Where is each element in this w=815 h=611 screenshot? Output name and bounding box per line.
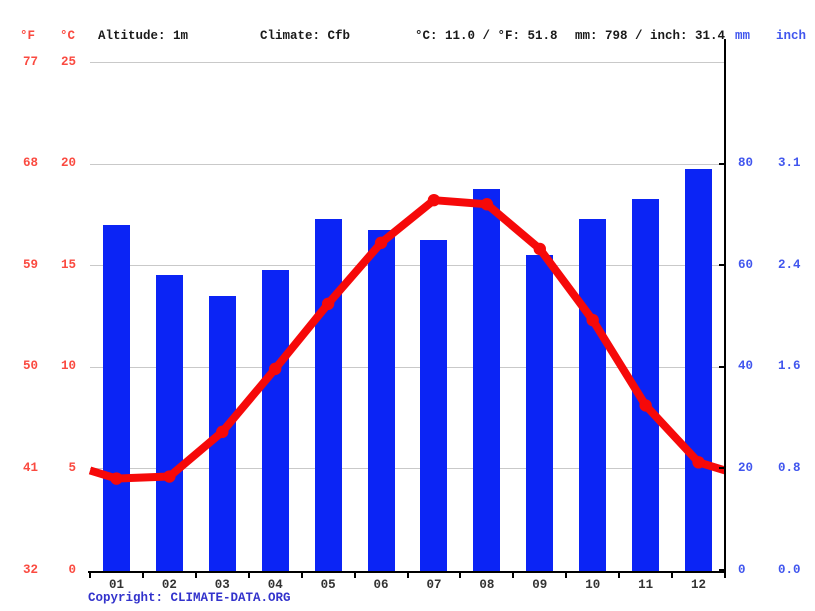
- precip-bar-10: [579, 219, 607, 571]
- c-tick-label: 25: [60, 54, 76, 69]
- temperature-polyline: [88, 196, 727, 483]
- precip-bar-11: [632, 199, 660, 571]
- total-precipitation-text: mm: 798 / inch: 31.4: [575, 29, 726, 43]
- gridline: [90, 163, 725, 165]
- f-tick-label: 77: [22, 54, 38, 69]
- x-axis-tick: [247, 571, 250, 578]
- fahrenheit-axis-title: °F: [20, 29, 36, 43]
- x-axis-tick: [459, 571, 462, 578]
- celsius-axis-title: °C: [60, 29, 76, 43]
- temperature-point-07: [427, 193, 441, 207]
- precip-bar-01: [102, 224, 130, 571]
- month-label-03: 03: [214, 578, 230, 592]
- right-y-axis-line: [724, 39, 726, 573]
- precip-bar-02: [155, 275, 183, 571]
- mm-tick-label: 60: [738, 257, 754, 272]
- inch-axis-title: inch: [776, 29, 807, 43]
- month-label-02: 02: [161, 578, 177, 592]
- inch-tick-label: 0.0: [778, 562, 801, 577]
- right-axis-tick: [719, 365, 725, 368]
- f-tick-label: 50: [22, 359, 38, 374]
- x-axis-tick: [512, 571, 515, 578]
- x-axis-tick: [671, 571, 674, 578]
- temperature-point-09: [533, 242, 546, 256]
- f-tick-label: 41: [22, 460, 38, 475]
- month-label-06: 06: [373, 578, 389, 592]
- month-label-12: 12: [691, 578, 707, 592]
- month-label-01: 01: [108, 578, 124, 592]
- c-tick-label: 0: [68, 562, 76, 577]
- x-axis-tick: [565, 571, 568, 578]
- c-tick-label: 15: [60, 257, 76, 272]
- gridline: [90, 468, 725, 470]
- precip-bar-09: [526, 255, 554, 571]
- month-label-09: 09: [532, 578, 548, 592]
- f-tick-label: 32: [22, 562, 38, 577]
- right-axis-tick: [719, 264, 725, 267]
- inch-tick-label: 1.6: [778, 359, 801, 374]
- precip-bar-04: [261, 270, 289, 571]
- inch-tick-label: 2.4: [778, 257, 801, 272]
- f-tick-label: 59: [22, 257, 38, 272]
- x-axis-tick: [89, 571, 91, 578]
- precip-bar-05: [314, 219, 342, 571]
- x-axis-tick: [353, 571, 356, 578]
- mean-temperature-text: °C: 11.0 / °F: 51.8: [415, 29, 558, 43]
- x-axis-tick: [406, 571, 409, 578]
- month-label-04: 04: [267, 578, 283, 592]
- mm-tick-label: 20: [738, 460, 754, 475]
- altitude-text: Altitude: 1m: [98, 29, 189, 43]
- x-axis-tick: [300, 571, 303, 578]
- precip-bar-12: [685, 168, 713, 571]
- month-label-07: 07: [426, 578, 442, 592]
- f-tick-label: 68: [22, 156, 38, 171]
- right-axis-tick: [719, 467, 725, 470]
- mm-tick-label: 40: [738, 359, 754, 374]
- month-label-05: 05: [320, 578, 336, 592]
- mm-tick-label: 0: [738, 562, 746, 577]
- mm-axis-title: mm: [735, 29, 751, 43]
- c-tick-label: 20: [60, 156, 76, 171]
- x-axis-tick: [141, 571, 144, 578]
- precip-bar-08: [473, 189, 501, 571]
- x-axis-tick: [194, 571, 197, 578]
- precip-bar-06: [367, 229, 395, 571]
- gridline: [90, 62, 725, 63]
- x-axis-tick: [618, 571, 621, 578]
- inch-tick-label: 3.1: [778, 156, 801, 171]
- c-tick-label: 10: [60, 359, 76, 374]
- climate-classification-text: Climate: Cfb: [260, 29, 351, 43]
- month-label-08: 08: [479, 578, 495, 592]
- mm-tick-label: 80: [738, 156, 754, 171]
- precip-bar-03: [208, 295, 236, 571]
- inch-tick-label: 0.8: [778, 460, 801, 475]
- right-axis-tick: [719, 162, 725, 165]
- month-label-11: 11: [638, 578, 654, 592]
- right-axis-tick: [719, 569, 725, 571]
- month-label-10: 10: [585, 578, 601, 592]
- c-tick-label: 5: [68, 460, 76, 475]
- precip-bar-07: [420, 239, 448, 571]
- gridline: [90, 366, 725, 368]
- x-axis-tick: [724, 571, 726, 578]
- gridline: [90, 265, 725, 267]
- copyright-link[interactable]: Copyright: CLIMATE-DATA.ORG: [88, 591, 291, 605]
